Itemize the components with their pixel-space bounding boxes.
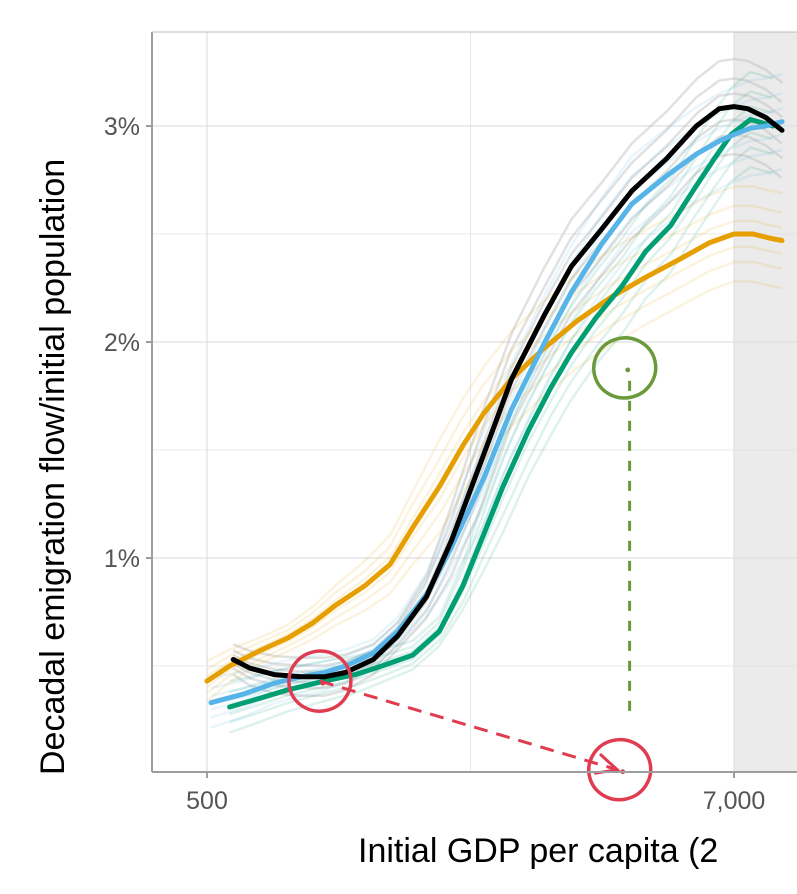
series-orange-ghost-line: [206, 219, 783, 677]
series-orange-ghost-line: [206, 185, 783, 663]
series-green-ghost-line: [229, 131, 773, 716]
y-axis-title: Decadal emigration flow/initial populati…: [34, 159, 72, 775]
series-green-line: [227, 117, 776, 710]
annotation-layer: [287, 336, 658, 802]
series-blue-line: [208, 119, 785, 706]
annotation-arrow-head: [594, 753, 621, 775]
series-green-ghost-line: [229, 70, 774, 683]
axis-frame-layer: [151, 31, 797, 773]
series-orange-ghost-line: [206, 245, 782, 688]
x-axis-title: Initial GDP per capita (2: [358, 832, 718, 870]
shaded-region-layer: [734, 32, 797, 772]
series-black-ghost-line: [232, 118, 783, 684]
series-layer: [204, 104, 785, 710]
series-orange-ghost-line: [206, 204, 782, 671]
series-black-ghost-line: [232, 152, 783, 698]
series-black-line: [230, 104, 785, 680]
series-orange-ghost-line: [206, 260, 783, 694]
series-blue-ghost-line: [210, 167, 782, 729]
series-orange-line: [204, 231, 785, 684]
y-tick-label: 2%: [104, 329, 140, 357]
annotation-circle: [587, 737, 653, 802]
grid-layer: [152, 32, 797, 772]
series-blue-ghost-line: [210, 72, 783, 680]
x-tick-label: 7,000: [703, 787, 766, 815]
annotation-dot: [625, 367, 631, 373]
y-tick-label: 3%: [104, 113, 140, 141]
annotation-circle: [287, 649, 353, 713]
series-black-ghost-line: [232, 77, 783, 667]
annotation-circle: [592, 336, 658, 400]
series-black-ghost-line: [232, 57, 784, 660]
x-tick-label: 500: [186, 787, 228, 815]
series-blue-ghost-line: [210, 107, 783, 698]
annotation-dashed-arrow: [319, 679, 618, 772]
tick-label-layer: 1% 2% 3% 500 7,000: [104, 113, 765, 815]
shaded-region: [734, 32, 797, 772]
y-tick-label: 1%: [104, 545, 140, 573]
